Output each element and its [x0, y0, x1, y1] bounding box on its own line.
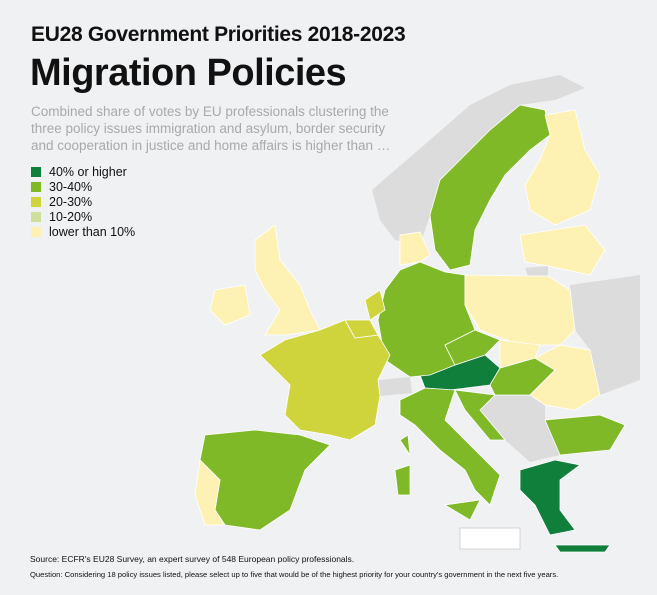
map-region-baltics	[519, 224, 606, 276]
map-region-it	[394, 464, 411, 496]
legend-item: 40% or higher	[31, 164, 135, 179]
map-region-fr	[259, 319, 391, 441]
map-region-ie	[209, 284, 251, 326]
legend-swatch	[31, 196, 41, 207]
legend-swatch	[31, 166, 41, 177]
source-note: Source: ECFR's EU28 Survey, an expert su…	[30, 554, 355, 564]
map-region-it	[443, 499, 481, 521]
map-region-switzerland	[378, 377, 412, 396]
map-region-se	[429, 104, 551, 271]
map-region-gr	[554, 544, 611, 553]
legend-label: 40% or higher	[49, 164, 127, 179]
legend-label: 20-30%	[49, 194, 93, 209]
subtitle: Combined share of votes by EU profession…	[31, 104, 391, 153]
legend-item: 20-30%	[31, 194, 135, 209]
chart-title: EU28 Government Priorities 2018-2023	[31, 23, 406, 46]
legend-swatch	[31, 211, 41, 222]
map-region-si_hr	[454, 389, 506, 441]
map-region-pt	[194, 459, 226, 526]
map-region-ro	[529, 344, 601, 411]
map-region-balkans	[480, 395, 560, 462]
legend-label: 10-20%	[49, 209, 93, 224]
question-note: Question: Considering 18 policy issues l…	[30, 570, 559, 579]
map-region-bg	[544, 414, 626, 456]
map-region-kaliningrad	[525, 266, 548, 276]
map-region-dk	[399, 231, 431, 266]
legend-item: 10-20%	[31, 209, 135, 224]
legend-swatch	[31, 226, 41, 237]
map-region-be	[344, 319, 379, 339]
map-region-uk	[254, 224, 321, 336]
legend-swatch	[31, 181, 41, 192]
map-region-east	[570, 275, 640, 395]
map-region-pl	[464, 274, 576, 346]
headline: Migration Policies	[30, 52, 347, 94]
map-region-it	[399, 434, 411, 456]
map-region-it	[399, 387, 501, 506]
map-region-gr	[519, 459, 581, 536]
map-region-norway	[372, 75, 585, 245]
cyprus-inset-box	[459, 527, 521, 550]
legend-label: 30-40%	[49, 179, 93, 194]
map-region-fi	[524, 109, 601, 226]
legend: 40% or higher 30-40% 20-30% 10-20% lower…	[31, 164, 135, 239]
legend-item: lower than 10%	[31, 224, 135, 239]
map-region-cz	[444, 329, 501, 366]
legend-label: lower than 10%	[49, 224, 136, 239]
legend-item: 30-40%	[31, 179, 135, 194]
map-region-nl	[364, 289, 386, 321]
